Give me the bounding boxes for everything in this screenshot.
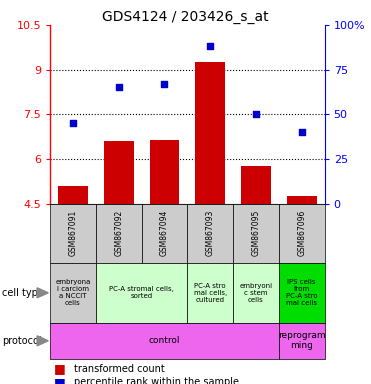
Text: GSM867093: GSM867093 xyxy=(206,210,215,257)
Point xyxy=(161,81,167,87)
Point xyxy=(207,43,213,50)
Text: embryoni
c stem
cells: embryoni c stem cells xyxy=(239,283,273,303)
Text: GSM867095: GSM867095 xyxy=(252,210,260,257)
Text: percentile rank within the sample: percentile rank within the sample xyxy=(74,377,239,384)
Point xyxy=(299,129,305,135)
Text: ■: ■ xyxy=(54,362,66,375)
Text: GSM867091: GSM867091 xyxy=(69,210,78,257)
Text: transformed count: transformed count xyxy=(74,364,165,374)
Point xyxy=(70,120,76,126)
Text: ■: ■ xyxy=(54,376,66,384)
Point xyxy=(253,111,259,118)
Text: PC-A stro
mal cells,
cultured: PC-A stro mal cells, cultured xyxy=(194,283,227,303)
Text: GSM867092: GSM867092 xyxy=(114,210,123,257)
Bar xyxy=(287,196,316,204)
Text: IPS cells
from
PC-A stro
mal cells: IPS cells from PC-A stro mal cells xyxy=(286,279,318,306)
Text: GSM867094: GSM867094 xyxy=(160,210,169,257)
Bar xyxy=(150,139,179,204)
Text: GDS4124 / 203426_s_at: GDS4124 / 203426_s_at xyxy=(102,10,269,23)
Text: cell type: cell type xyxy=(2,288,44,298)
Bar xyxy=(104,141,134,204)
Text: reprogram
ming: reprogram ming xyxy=(278,331,326,351)
Text: embryona
l carciom
a NCCIT
cells: embryona l carciom a NCCIT cells xyxy=(55,279,91,306)
Text: GSM867096: GSM867096 xyxy=(297,210,306,257)
Bar xyxy=(58,186,88,204)
Text: control: control xyxy=(149,336,180,345)
Bar xyxy=(241,166,271,204)
Text: protocol: protocol xyxy=(2,336,42,346)
Text: PC-A stromal cells,
sorted: PC-A stromal cells, sorted xyxy=(109,286,174,299)
Point xyxy=(116,84,122,91)
Bar xyxy=(196,62,225,204)
